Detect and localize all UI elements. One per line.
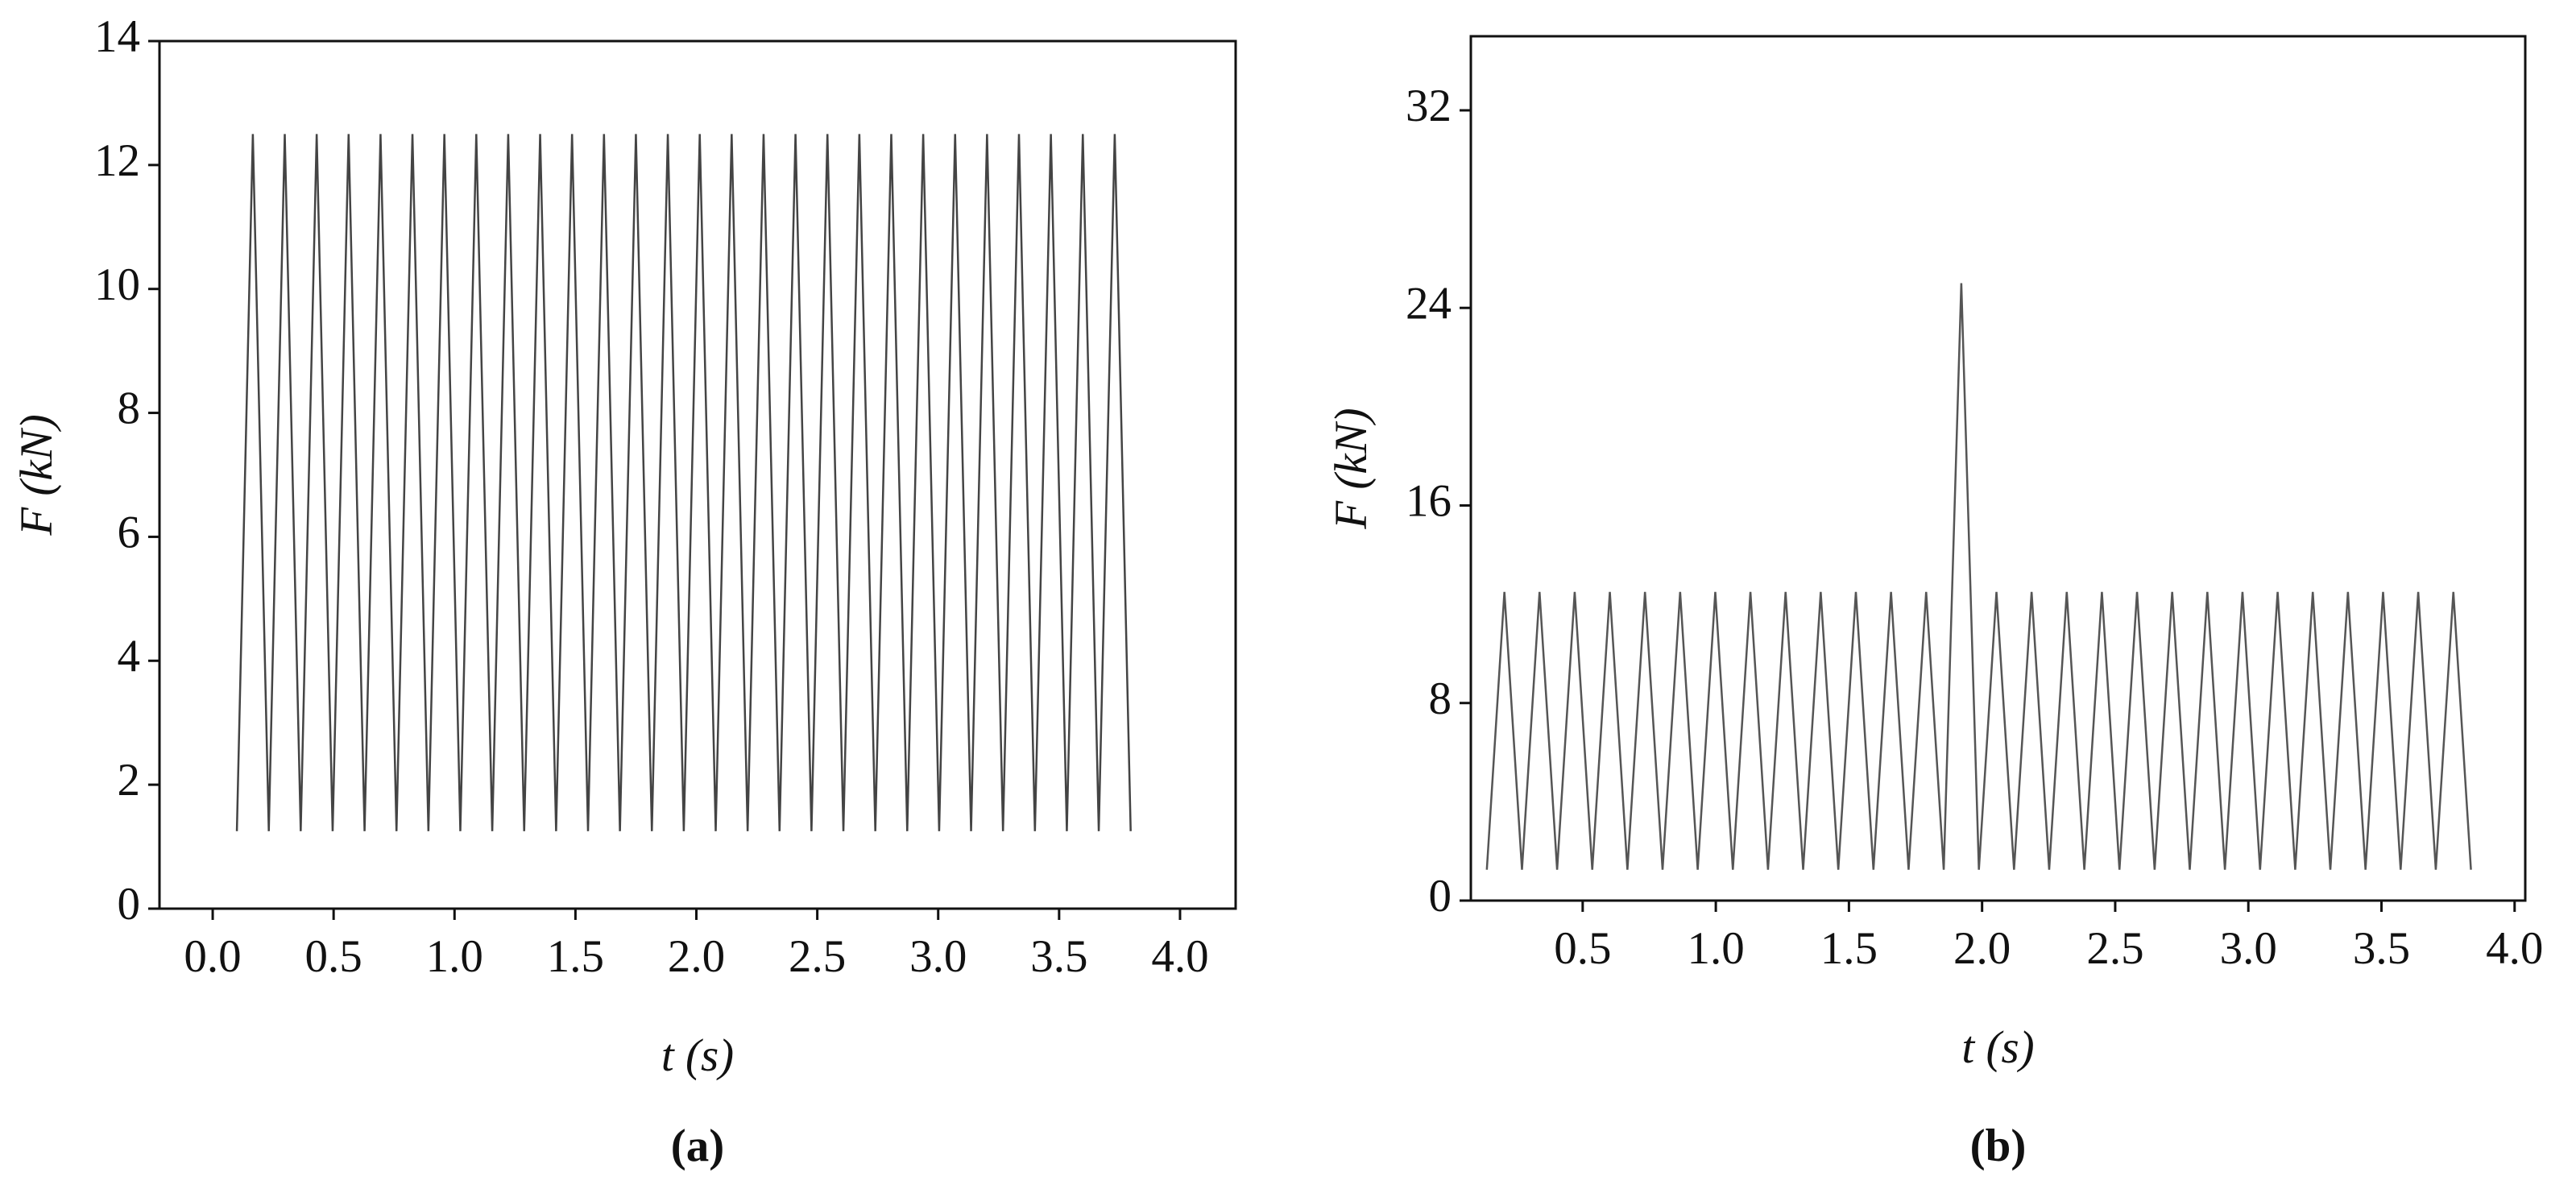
y-tick-label: 0 [118,879,141,930]
y-tick-label: 0 [1429,871,1452,922]
y-tick-label: 8 [118,383,141,434]
x-tick-label: 3.5 [1030,931,1087,982]
y-tick-label: 8 [1429,673,1452,724]
plot-frame [158,39,1237,910]
x-tick-label: 2.0 [1953,923,2011,974]
y-tick-label: 24 [1406,278,1452,329]
x-tick-label: 4.0 [1151,931,1208,982]
caption: (b) [1970,1121,2027,1171]
force-line [235,134,1132,831]
x-tick-label: 3.5 [2353,923,2410,974]
x-tick-label: 2.5 [2086,923,2143,974]
x-tick-label: 0.0 [184,931,241,982]
y-tick-label: 16 [1406,476,1452,527]
y-tick-label: 2 [118,755,141,806]
x-tick-label: 1.5 [1820,923,1878,974]
y-axis-label: F (kN) [11,414,62,536]
x-tick-label: 1.5 [547,931,604,982]
plot-frame [1469,35,2527,902]
x-tick-label: 1.0 [1687,923,1744,974]
x-tick-label: 0.5 [305,931,362,982]
x-tick-label: 3.0 [2220,923,2277,974]
x-tick-label: 1.0 [426,931,483,982]
y-axis-label: F (kN) [1326,408,1377,529]
y-tick-label: 12 [94,135,140,186]
x-axis-label: t (s) [1961,1022,2034,1073]
y-tick-label: 10 [94,259,140,310]
force-line [1485,283,2472,870]
caption: (a) [671,1121,724,1171]
x-tick-label: 4.0 [2486,923,2543,974]
y-tick-label: 6 [118,507,141,558]
y-tick-label: 32 [1406,81,1452,131]
x-tick-label: 3.0 [909,931,967,982]
x-tick-label: 2.5 [789,931,846,982]
x-tick-label: 2.0 [668,931,725,982]
x-tick-label: 0.5 [1554,923,1611,974]
y-tick-label: 14 [94,11,140,62]
y-tick-label: 4 [118,631,141,681]
x-axis-label: t (s) [661,1030,734,1081]
